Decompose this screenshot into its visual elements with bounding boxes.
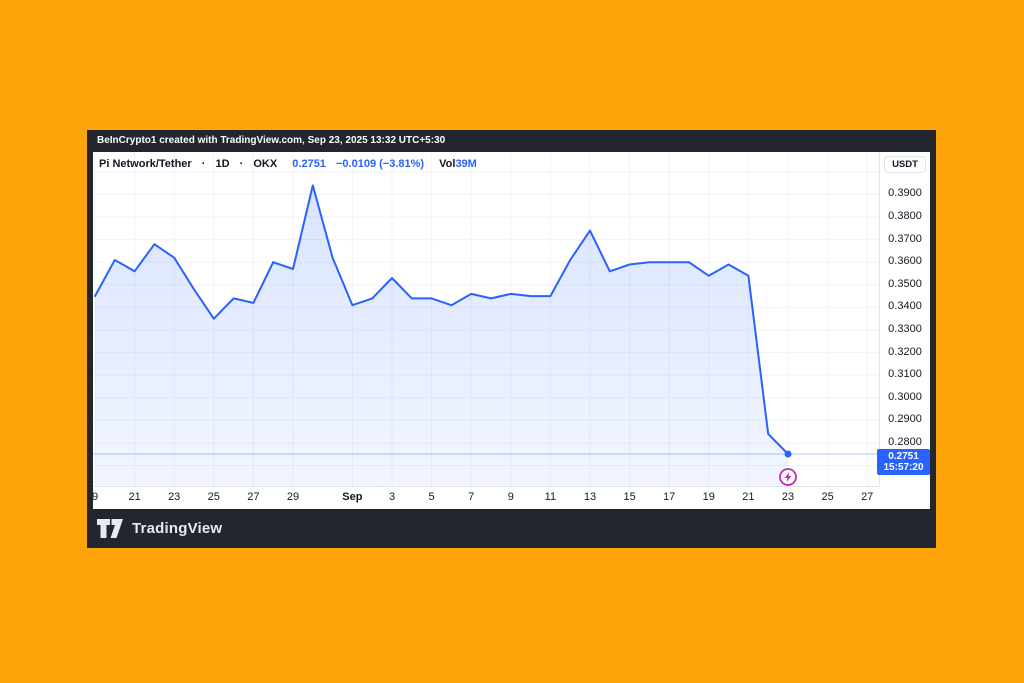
price-axis-label: 0.3800 (888, 210, 922, 223)
price-axis-label: 0.3500 (888, 277, 922, 290)
area-fill (95, 185, 788, 487)
price-change-value: −0.0109 (−3.81%) (336, 158, 425, 170)
time-axis-label: 25 (207, 491, 220, 503)
time-axis-label: 21 (742, 491, 755, 503)
price-axis-label: 0.3200 (888, 345, 922, 358)
separator-dot: · (201, 158, 206, 170)
price-axis-label: 0.2900 (888, 413, 922, 426)
last-price-dot (784, 450, 792, 458)
time-axis-label: 5 (428, 491, 435, 503)
chart-area: Pi Network/Tether · 1D · OKX 0.2751 −0.0… (93, 152, 930, 509)
price-axis[interactable]: USDT 0.2751 15:57:20 0.3900 0.3800 0.3700 0… (877, 152, 930, 487)
tradingview-logo-icon[interactable] (97, 519, 124, 538)
separator-dot: · (239, 158, 244, 170)
attribution-bar: BeInCrypto1 created with TradingView.com… (87, 130, 936, 152)
time-axis-label: 29 (286, 491, 300, 503)
badge-price: 0.2751 (888, 451, 919, 463)
time-axis-label: 27 (861, 491, 874, 503)
time-axis-label: 17 (663, 491, 676, 503)
tradingview-widget-card: BeInCrypto1 created with TradingView.com… (87, 130, 936, 548)
time-axis[interactable]: 9 21 23 25 27 29 Sep 3 5 7 9 11 13 15 17 19 21 23 25 27 (93, 486, 880, 509)
time-axis-label: 27 (247, 491, 260, 503)
last-price-badge: 0.2751 15:57:20 (877, 449, 930, 476)
time-axis-label: 23 (168, 491, 181, 503)
attribution-text: BeInCrypto1 created with TradingView.com… (97, 135, 446, 146)
time-axis-label: Sep (342, 491, 363, 503)
time-axis-label: 7 (468, 491, 475, 503)
time-axis-label: 19 (702, 491, 715, 503)
symbol-header: Pi Network/Tether · 1D · OKX 0.2751 −0.0… (99, 152, 477, 176)
volume-value: 39M (455, 158, 477, 170)
price-axis-label: 0.2800 (888, 435, 922, 448)
lightning-flash-icon[interactable] (778, 467, 798, 487)
currency-toggle-button[interactable]: USDT (884, 156, 926, 173)
tradingview-footer: TradingView (87, 509, 936, 548)
price-axis-label: 0.3700 (888, 232, 922, 245)
last-price-value: 0.2751 (292, 158, 326, 170)
interval-label[interactable]: 1D (215, 158, 230, 170)
time-axis-label: 9 (507, 491, 514, 503)
volume-label: Vol (439, 158, 456, 170)
time-axis-label: 21 (128, 491, 141, 503)
price-axis-label: 0.3000 (888, 390, 922, 403)
tradingview-wordmark[interactable]: TradingView (132, 520, 223, 537)
price-axis-label: 0.3100 (888, 368, 922, 381)
price-axis-label: 0.3600 (888, 255, 922, 268)
price-axis-label: 0.3900 (888, 187, 922, 200)
symbol-name[interactable]: Pi Network/Tether (99, 158, 192, 170)
time-axis-label: 13 (583, 491, 597, 503)
time-axis-label: 11 (544, 491, 557, 503)
price-axis-label: 0.3400 (888, 300, 922, 313)
price-axis-label: 0.3300 (888, 323, 922, 335)
badge-time: 15:57:20 (883, 462, 924, 474)
time-axis-label: 23 (781, 491, 795, 503)
time-axis-label: 15 (623, 491, 636, 503)
exchange-label[interactable]: OKX (253, 158, 278, 170)
time-axis-label: 9 (93, 491, 99, 503)
time-axis-label: 3 (388, 491, 396, 503)
time-axis-label: 25 (821, 491, 834, 503)
price-chart-canvas[interactable] (93, 152, 880, 487)
price-line-series (94, 184, 789, 455)
